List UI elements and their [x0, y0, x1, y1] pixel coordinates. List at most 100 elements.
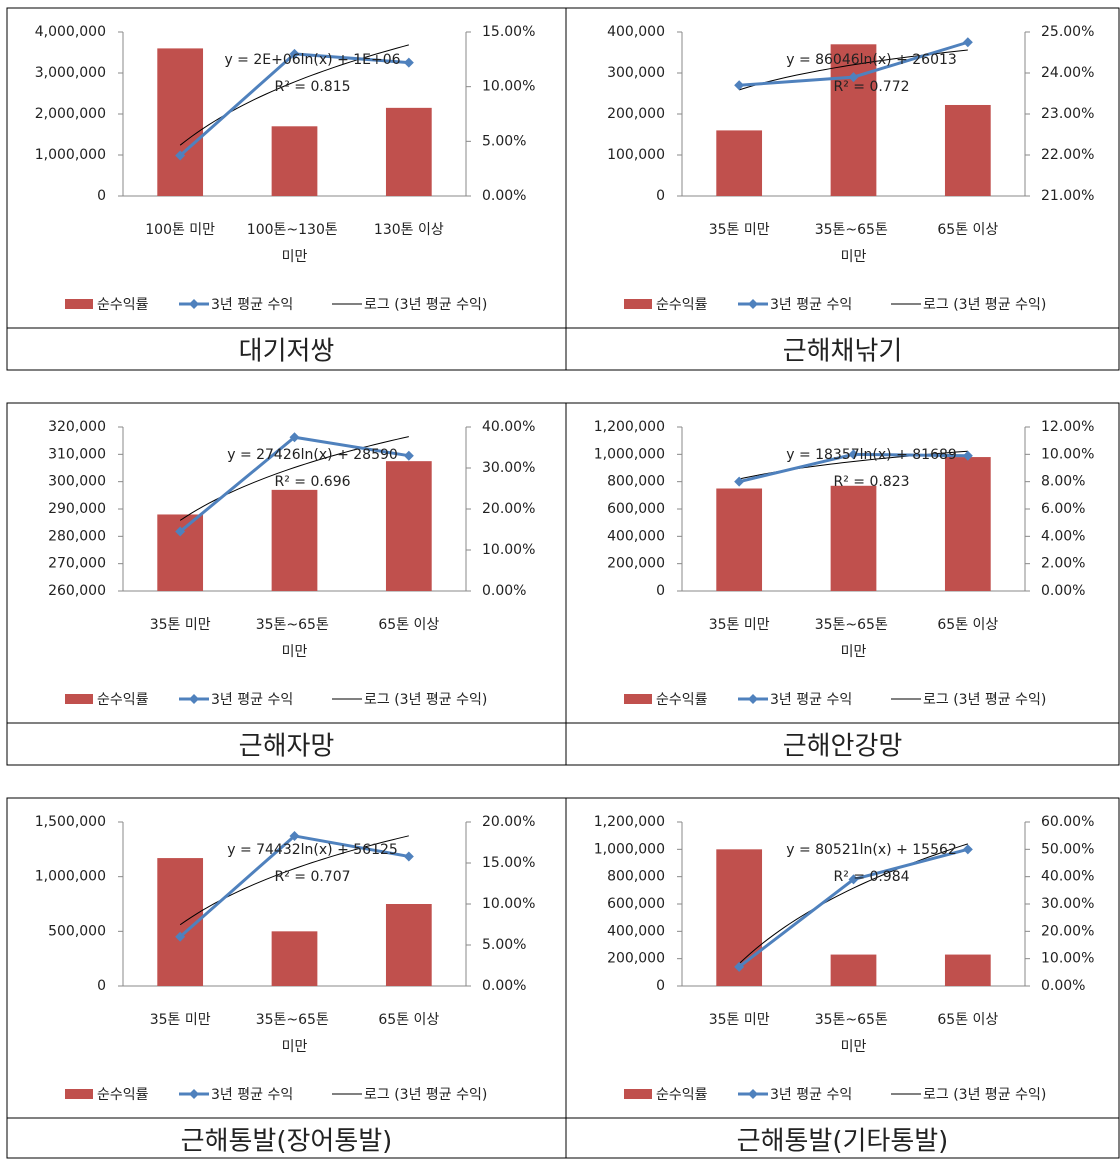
chart-panel: 근해자망 260,000 270,000 280,000 290,000 300,000 3…	[6, 402, 567, 766]
trend-r2: R² = 0.815	[274, 79, 350, 95]
y-tick-label: 260,000	[48, 583, 106, 599]
y-tick-label: 0	[97, 978, 106, 994]
y-tick-label: 1,000,000	[35, 147, 106, 163]
y2-tick-label: 5.00%	[482, 133, 526, 149]
y-tick-label: 310,000	[48, 446, 106, 462]
legend-swatch	[65, 694, 93, 704]
legend-swatch	[65, 299, 93, 309]
legend-label: 순수익률	[97, 1087, 149, 1103]
chart-panel: 근해채낚기 0 100,000 200,000 300,000 400,000 21.00%…	[565, 7, 1120, 371]
y2-tick-label: 5.00%	[482, 937, 526, 953]
y2-tick-label: 2.00%	[1041, 556, 1085, 572]
y2-tick-label: 15.00%	[482, 855, 535, 871]
chart-panel: 근해안강망 0 200,000 400,000 600,000 800,000 1,000,…	[565, 402, 1120, 766]
line-marker	[734, 961, 745, 972]
chart-caption: 근해자망	[239, 732, 335, 762]
y2-tick-label: 0.00%	[1041, 978, 1085, 994]
x-tick-label: 100톤~130톤 미만	[247, 222, 342, 265]
bar	[830, 954, 877, 986]
legend-swatch	[189, 694, 199, 704]
x-tick-label: 35톤 미만	[709, 617, 770, 633]
y2-tick-label: 6.00%	[1041, 501, 1085, 517]
y-tick-label: 400,000	[607, 24, 665, 40]
chart-caption: 근해채낚기	[783, 337, 903, 367]
y-tick-label: 0	[656, 188, 665, 204]
y2-tick-label: 20.00%	[482, 814, 535, 830]
x-tick-label: 35톤 미만	[150, 617, 211, 633]
y-tick-label: 1,200,000	[594, 814, 665, 830]
line-marker	[962, 37, 973, 48]
line-marker	[403, 851, 414, 862]
y2-tick-label: 10.00%	[1041, 446, 1094, 462]
panel-border	[565, 797, 1120, 1159]
y2-tick-label: 30.00%	[482, 460, 535, 476]
y2-tick-label: 10.00%	[482, 896, 535, 912]
y2-tick-label: 20.00%	[1041, 923, 1094, 939]
y-tick-label: 600,000	[607, 501, 665, 517]
legend-swatch	[189, 299, 199, 309]
y2-tick-label: 10.00%	[482, 79, 535, 95]
line-marker	[289, 48, 300, 59]
chart-caption: 근해통발(기타통발)	[737, 1127, 949, 1157]
legend-swatch	[624, 694, 652, 704]
x-tick-label: 35톤~65톤 미만	[815, 617, 893, 660]
chart-caption: 대기저쌍	[239, 337, 335, 367]
trend-r2: R² = 0.772	[833, 79, 909, 95]
bar	[271, 931, 318, 986]
x-tick-label: 65톤 이상	[378, 1012, 439, 1028]
y-tick-label: 1,000,000	[35, 869, 106, 885]
x-tick-label: 35톤~65톤 미만	[256, 1012, 334, 1055]
y-tick-label: 290,000	[48, 501, 106, 517]
x-tick-label: 100톤 미만	[145, 222, 215, 238]
y2-tick-label: 20.00%	[482, 501, 535, 517]
y-tick-label: 3,000,000	[35, 65, 106, 81]
line-marker	[848, 72, 859, 83]
y2-tick-label: 25.00%	[1041, 24, 1094, 40]
y2-tick-label: 50.00%	[1041, 841, 1094, 857]
x-tick-label: 35톤~65톤 미만	[815, 1012, 893, 1055]
trend-equation: y = 27426ln(x) + 28590	[227, 447, 398, 463]
trendline	[738, 843, 968, 965]
legend-label: 순수익률	[97, 297, 149, 313]
bar	[157, 514, 204, 591]
legend-swatch	[748, 694, 758, 704]
bar	[385, 461, 432, 591]
y2-tick-label: 15.00%	[482, 24, 535, 40]
y2-tick-label: 0.00%	[482, 583, 526, 599]
y-tick-label: 400,000	[607, 528, 665, 544]
legend-swatch	[624, 299, 652, 309]
y2-tick-label: 60.00%	[1041, 814, 1094, 830]
line-marker	[289, 432, 300, 443]
chart-panel: 근해통발(장어통발) 0 500,000 1,000,000 1,500,000 0.00…	[6, 797, 567, 1159]
bar	[271, 489, 318, 591]
y-tick-label: 100,000	[607, 147, 665, 163]
y-tick-label: 500,000	[48, 923, 106, 939]
y-tick-label: 1,000,000	[594, 841, 665, 857]
y-tick-label: 300,000	[48, 474, 106, 490]
bar	[157, 48, 204, 197]
legend-label: 로그 (3년 평균 수익)	[923, 692, 1046, 708]
chart-caption: 근해안강망	[783, 732, 903, 762]
y2-tick-label: 24.00%	[1041, 65, 1094, 81]
legend-label: 로그 (3년 평균 수익)	[364, 1087, 487, 1103]
bar	[271, 126, 318, 196]
legend-label: 로그 (3년 평균 수익)	[364, 692, 487, 708]
legend-swatch	[189, 1089, 199, 1099]
trend-r2: R² = 0.696	[274, 474, 350, 490]
y2-tick-label: 8.00%	[1041, 474, 1085, 490]
x-tick-label: 35톤 미만	[709, 222, 770, 238]
y-tick-label: 2,000,000	[35, 106, 106, 122]
trend-r2: R² = 0.823	[833, 474, 909, 490]
bar	[385, 904, 432, 986]
legend-label: 로그 (3년 평균 수익)	[923, 1087, 1046, 1103]
x-tick-label: 35톤 미만	[709, 1012, 770, 1028]
x-tick-label: 130톤 이상	[374, 222, 444, 238]
bar	[944, 457, 991, 591]
trendline	[179, 44, 409, 146]
line-marker	[734, 476, 745, 487]
y2-tick-label: 40.00%	[482, 419, 535, 435]
y2-tick-label: 0.00%	[482, 188, 526, 204]
legend-label: 3년 평균 수익	[211, 297, 293, 313]
y2-tick-label: 12.00%	[1041, 419, 1094, 435]
